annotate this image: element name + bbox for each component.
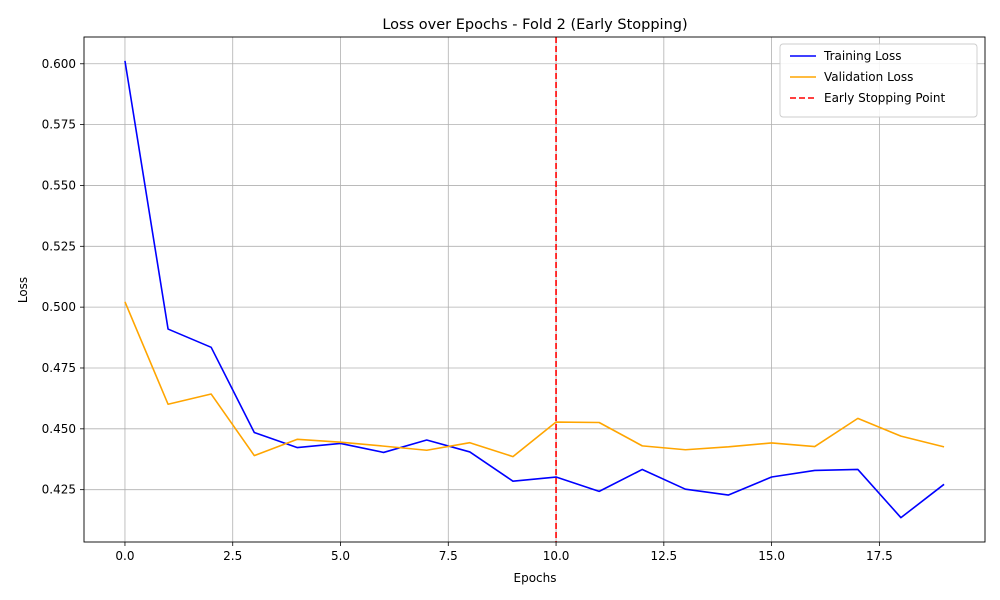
x-tick-label: 2.5 [223, 549, 242, 563]
chart-title: Loss over Epochs - Fold 2 (Early Stoppin… [382, 17, 687, 33]
legend-label-validation-loss: Validation Loss [824, 70, 913, 84]
y-tick-label: 0.575 [42, 118, 76, 132]
legend-label-training-loss: Training Loss [823, 49, 901, 63]
y-tick-label: 0.425 [42, 483, 76, 497]
training-loss-line [124, 60, 945, 519]
legend: Training Loss Validation Loss Early Stoppi… [779, 43, 978, 118]
x-tick-label: 17.5 [866, 549, 893, 563]
y-axis: 0.425 0.450 0.475 0.500 0.525 0.550 0.575 0.600 [42, 57, 84, 497]
x-tick-label: 0.0 [115, 549, 134, 563]
x-tick-label: 12.5 [650, 549, 677, 563]
x-tick-label: 10.0 [543, 549, 570, 563]
grid [84, 37, 985, 542]
y-tick-label: 0.525 [42, 239, 76, 253]
x-tick-label: 5.0 [331, 549, 350, 563]
validation-loss-line [124, 301, 945, 458]
y-tick-label: 0.475 [42, 361, 76, 375]
legend-box [779, 43, 978, 118]
y-tick-label: 0.450 [42, 422, 76, 436]
y-axis-label: Loss [16, 277, 30, 303]
series-layer [124, 60, 945, 519]
plot-area-frame [83, 36, 986, 543]
x-axis: 0.0 2.5 5.0 7.5 10.0 12.5 15.0 17.5 [115, 542, 893, 563]
y-tick-label: 0.550 [42, 178, 76, 192]
y-tick-label: 0.600 [42, 57, 76, 71]
x-tick-label: 7.5 [439, 549, 458, 563]
y-tick-label: 0.500 [42, 300, 76, 314]
legend-label-early-stopping-point: Early Stopping Point [824, 91, 945, 105]
x-axis-label: Epochs [514, 571, 557, 585]
x-tick-label: 15.0 [758, 549, 785, 563]
